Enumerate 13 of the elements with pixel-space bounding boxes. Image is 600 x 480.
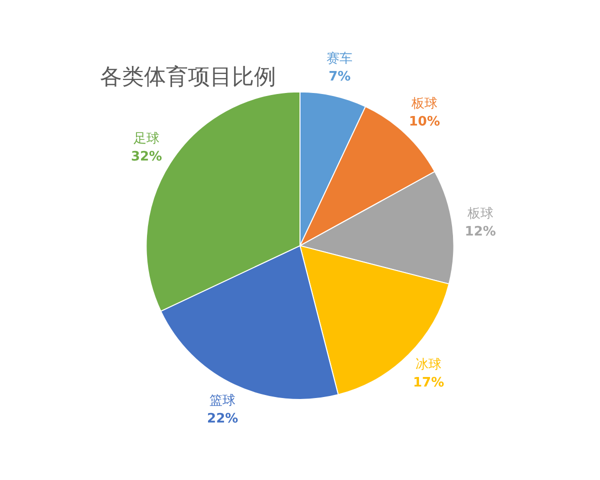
- data-label: 32%: [130, 150, 162, 165]
- data-label: 12%: [464, 224, 496, 240]
- data-label: 17%: [412, 376, 444, 391]
- data-label: 10%: [408, 114, 440, 130]
- data-label: 22%: [207, 412, 238, 427]
- slice-label: 板球: [466, 206, 494, 222]
- data-label: 7%: [328, 70, 351, 85]
- slice-label: 板球: [410, 96, 438, 112]
- slice-label: 冰球: [416, 358, 442, 373]
- slice-label: 篮球: [210, 394, 236, 409]
- text: 各类体育项目比例: [100, 64, 276, 90]
- slice-label: 赛车: [326, 50, 353, 67]
- slice-label: 足球: [134, 132, 160, 147]
